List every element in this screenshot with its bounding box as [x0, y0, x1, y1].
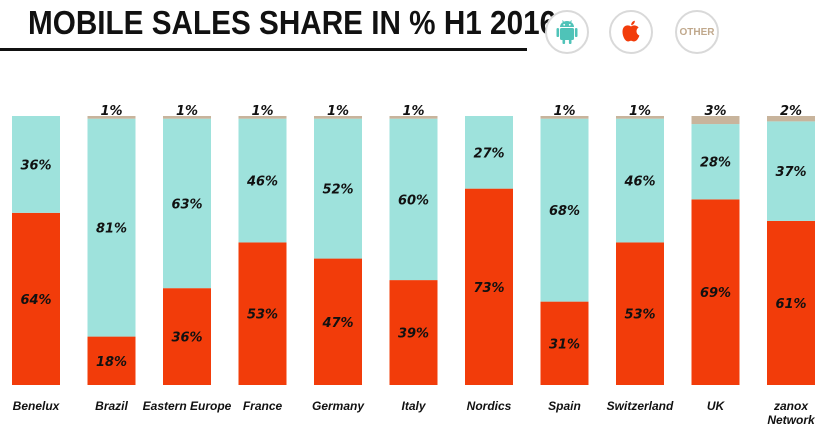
bar-segment-other: [691, 116, 740, 125]
bar-segment-apple: [87, 336, 136, 385]
bar-segment-apple: [314, 258, 362, 385]
data-label-apple: 53%: [247, 308, 278, 323]
bar-segment-other: [87, 116, 136, 119]
bar-segment-android: [616, 118, 664, 243]
data-label-apple: 53%: [624, 308, 655, 323]
data-label-android: 60%: [398, 193, 429, 208]
title-underline: [0, 48, 527, 51]
category-label: Eastern Europe: [143, 399, 232, 413]
category-label: Nordics: [467, 399, 512, 413]
bar-segment-other: [314, 116, 362, 119]
bar-segment-apple: [12, 212, 60, 385]
data-label-apple: 73%: [473, 281, 504, 296]
category-label: France: [243, 399, 283, 413]
data-label-apple: 18%: [96, 355, 127, 370]
data-label-android: 36%: [20, 158, 51, 173]
category-label: UK: [707, 399, 726, 413]
data-label-android: 46%: [246, 175, 278, 190]
data-label-apple: 31%: [549, 337, 580, 352]
data-label-apple: 39%: [398, 327, 429, 342]
data-label-android: 52%: [322, 183, 353, 198]
legend-apple: [609, 10, 653, 54]
data-label-other: 1%: [176, 104, 198, 119]
bar-segment-android: [389, 118, 438, 281]
bar-segment-apple: [465, 188, 513, 385]
bar-segment-android: [691, 124, 740, 200]
data-label-other: 2%: [780, 104, 802, 119]
bar-segment-other: [540, 116, 589, 119]
data-label-android: 28%: [700, 156, 731, 171]
data-label-other: 3%: [704, 104, 726, 119]
data-label-apple: 64%: [20, 293, 51, 308]
data-label-android: 27%: [473, 146, 504, 161]
data-label-other: 1%: [629, 104, 651, 119]
bar-segment-apple: [616, 242, 664, 385]
bar-segment-android: [87, 118, 136, 337]
data-label-other: 1%: [327, 104, 349, 119]
bar-segment-apple: [389, 280, 438, 385]
legend-other: OTHER: [675, 10, 719, 54]
data-label-android: 81%: [96, 222, 127, 237]
data-label-apple: 36%: [171, 331, 202, 346]
bar-segment-other: [389, 116, 438, 119]
bar-segment-apple: [691, 199, 740, 385]
bar-segment-other: [616, 116, 664, 119]
bar-segment-other: [238, 116, 287, 119]
bar-segment-android: [12, 116, 60, 213]
data-label-apple: 69%: [700, 286, 731, 301]
legend-other-label: OTHER: [679, 26, 715, 38]
category-label: Germany: [312, 399, 365, 413]
legend-android: [545, 10, 589, 54]
bar-segment-apple: [540, 301, 589, 385]
category-label: Network: [767, 413, 816, 427]
android-icon: [556, 20, 578, 44]
bar-segment-other: [767, 116, 815, 122]
bar-segment-apple: [163, 288, 211, 385]
apple-icon: [622, 20, 640, 42]
bar-segment-android: [238, 118, 287, 243]
data-label-apple: 61%: [775, 297, 806, 312]
bar-segment-android: [163, 118, 211, 289]
category-label: zanox: [773, 399, 809, 413]
bar-segment-other: [163, 116, 211, 119]
data-label-other: 1%: [251, 104, 273, 119]
category-label: Benelux: [13, 399, 61, 413]
data-label-other: 1%: [402, 104, 424, 119]
data-label-android: 63%: [171, 197, 202, 212]
bar-segment-apple: [238, 242, 287, 385]
data-label-android: 37%: [775, 165, 806, 180]
bar-segment-android: [465, 116, 513, 189]
bar-segment-android: [314, 118, 362, 259]
category-label: Switzerland: [607, 399, 674, 413]
bar-segment-apple: [767, 220, 815, 385]
category-label: Brazil: [95, 399, 128, 413]
bar-segment-android: [540, 118, 589, 302]
data-label-other: 1%: [553, 104, 575, 119]
chart-title: MOBILE SALES SHARE IN % H1 2016: [28, 4, 557, 41]
data-label-other: 1%: [100, 104, 122, 119]
data-label-apple: 47%: [321, 316, 353, 331]
bar-segment-android: [767, 121, 815, 221]
category-label: Italy: [401, 399, 426, 413]
data-label-android: 68%: [549, 204, 580, 219]
data-label-android: 46%: [623, 175, 655, 190]
category-label: Spain: [548, 399, 581, 413]
